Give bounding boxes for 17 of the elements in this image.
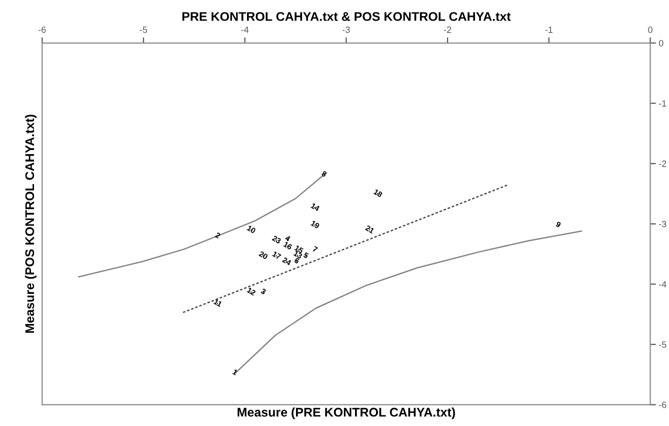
x-axis-title: Measure (PRE KONTROL CAHYA.txt) — [238, 407, 455, 420]
x-tick-label: 0 — [648, 26, 652, 33]
x-tick-label: -6 — [38, 26, 46, 33]
y-tick-label: -6 — [659, 402, 666, 408]
y-tick-label: -5 — [659, 341, 666, 348]
y-tick-label: -1 — [659, 100, 666, 107]
x-tick-label: -3 — [342, 26, 350, 33]
chart-title: PRE KONTROL CAHYA.txt & POS KONTROL CAHYA.txt — [182, 12, 511, 21]
y-tick-label: -2 — [659, 160, 666, 167]
x-tick-label: -5 — [140, 26, 148, 33]
x-tick-label: -4 — [241, 26, 249, 33]
y-axis-title: Measure (POS KONTROL CAHYA.txt) — [24, 114, 37, 333]
y-tick-label: 0 — [658, 40, 664, 46]
x-tick-label: -1 — [545, 26, 552, 33]
y-tick-label: -3 — [659, 220, 666, 228]
x-tick-label: -2 — [444, 26, 452, 33]
y-tick-label: -4 — [659, 281, 666, 288]
